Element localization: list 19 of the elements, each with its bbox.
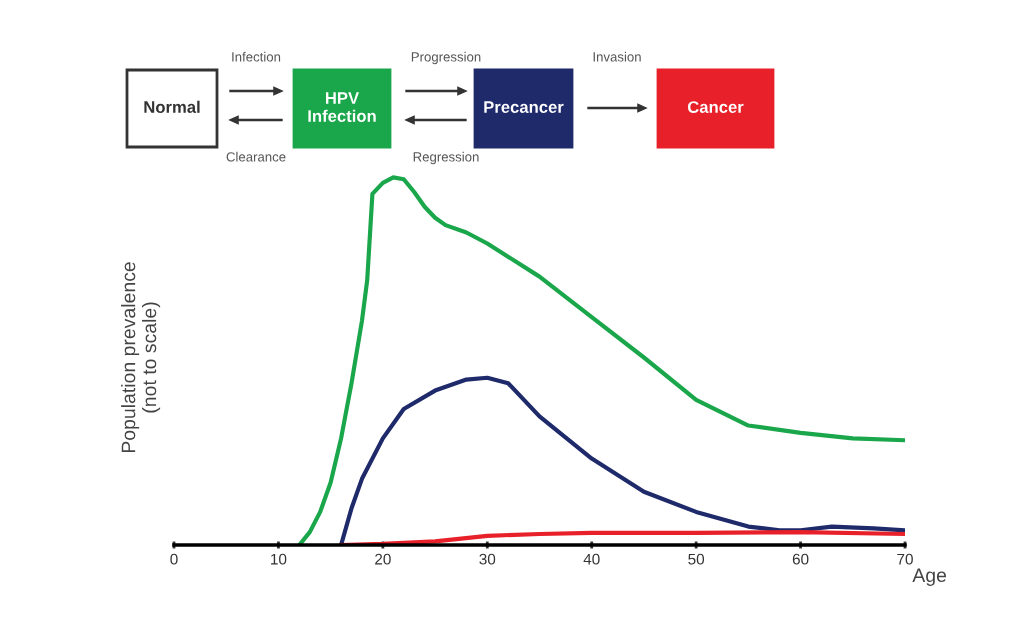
text: Cancer <box>687 101 744 113</box>
text: Progression <box>411 51 481 65</box>
text: Infection <box>232 51 281 62</box>
x-tick-label: 40 <box>583 553 600 565</box>
x-tick-label: 20 <box>375 553 391 565</box>
text: Normal <box>144 100 200 113</box>
text: HPV Infection <box>308 92 376 122</box>
x-tick-label: 60 <box>792 553 809 565</box>
x-tick-label: 70 <box>897 553 913 565</box>
text: Invasion <box>593 51 641 62</box>
x-axis-title: Age <box>912 568 947 586</box>
x-tick-label: 0 <box>170 553 178 565</box>
text: Regression <box>413 151 479 165</box>
text: Precancer <box>484 101 564 113</box>
x-tick-label: 30 <box>479 553 496 565</box>
text: Clearance <box>226 151 286 162</box>
x-tick-label: 50 <box>688 553 705 565</box>
x-tick-label: 10 <box>271 553 287 565</box>
y-axis-title: Population prevalence (not to scale) <box>121 262 161 453</box>
